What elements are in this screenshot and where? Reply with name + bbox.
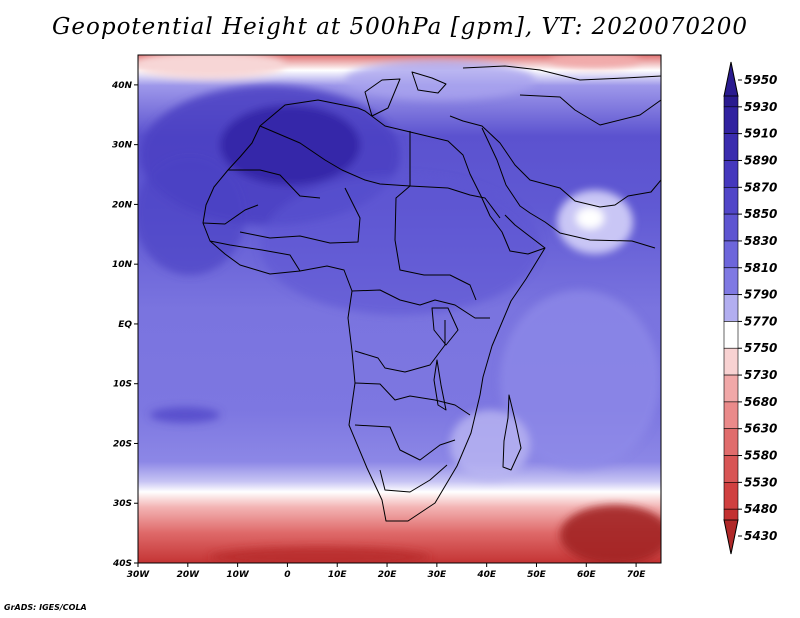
colorbar-level-label: 5580	[744, 449, 777, 463]
lat-tick-label: 40N	[111, 81, 133, 91]
lat-tick-label: 30S	[113, 499, 132, 509]
lat-tick-label: 20S	[113, 439, 132, 449]
colorbar-level-label: 5480	[744, 502, 777, 516]
colorbar-swatch	[723, 347, 739, 376]
height-field	[138, 55, 661, 563]
colorbar-level-label: 5810	[744, 261, 777, 275]
colorbar-swatch	[723, 374, 739, 403]
lon-tick-label: 70E	[627, 570, 647, 580]
latitude-axis: 40N 30N 20N 10N EQ 10S 20S 30S 40S	[111, 81, 138, 569]
colorbar-level-label: 5850	[744, 207, 777, 221]
colorbar-swatch	[723, 213, 739, 242]
colorbar-top-arrow	[723, 61, 739, 97]
lat-tick-label: 20N	[112, 200, 133, 210]
lat-tick-label: 10S	[113, 380, 132, 390]
lat-tick-label: EQ	[118, 320, 132, 330]
lat-tick-label: 40S	[112, 559, 132, 569]
colorbar-level-label: 5750	[744, 341, 777, 355]
colorbar-swatch	[723, 482, 739, 510]
colorbar-bottom-arrow	[723, 519, 739, 555]
lon-tick-label: 20E	[378, 570, 398, 580]
lon-tick-label: 50E	[527, 570, 547, 580]
lat-tick-label: 10N	[112, 260, 133, 270]
lon-tick-label: 20W	[177, 570, 201, 580]
lon-tick-label: 30W	[127, 570, 151, 580]
lon-tick-label: 30E	[428, 570, 448, 580]
colorbar-level-label: 5730	[744, 368, 777, 382]
colorbar-swatch	[723, 186, 739, 215]
lon-tick-label: 0	[284, 570, 290, 580]
colorbar-level-label: 5680	[744, 395, 777, 409]
colorbar-level-label: 5790	[744, 288, 777, 302]
colorbar-level-label: 5830	[744, 234, 777, 248]
colorbar-swatch	[723, 508, 739, 521]
colorbar-swatch	[723, 428, 739, 456]
colorbar: 5950 5930 5910 5890 5870 5850 5830 5810 5790 5770…	[723, 61, 777, 555]
colorbar-level-label: 5630	[744, 422, 777, 436]
colorbar-swatch	[723, 106, 739, 134]
colorbar-level-label: 5770	[744, 314, 777, 328]
lon-tick-label: 60E	[577, 570, 597, 580]
colorbar-swatch	[723, 133, 739, 161]
map-frame	[137, 54, 662, 564]
colorbar-swatch	[723, 455, 739, 483]
lon-tick-label: 10E	[328, 570, 348, 580]
colorbar-swatch	[723, 160, 739, 188]
lon-tick-label: 10W	[226, 570, 250, 580]
colorbar-level-label: 5870	[744, 180, 777, 194]
colorbar-level-label: 5930	[744, 100, 777, 114]
colorbar-level-label: 5910	[744, 127, 777, 141]
colorbar-swatch	[723, 95, 739, 108]
coastlines-and-borders	[202, 65, 661, 522]
colorbar-level-label: 5890	[744, 153, 777, 167]
map-title: Geopotential Height at 500hPa [gpm], VT:…	[52, 14, 748, 40]
lon-tick-label: 40E	[476, 570, 497, 580]
longitude-axis: 30W 20W 10W 0 10E 20E 30E 40E 50E 60E 70E	[127, 563, 647, 580]
colorbar-swatch	[723, 240, 739, 269]
colorbar-swatch	[723, 401, 739, 430]
colorbar-swatch	[723, 267, 739, 295]
colorbar-swatch	[723, 294, 739, 322]
colorbar-level-label: 5530	[744, 475, 777, 489]
colorbar-level-label: 5950	[744, 73, 777, 87]
colorbar-level-label: 5430	[744, 529, 777, 543]
colorbar-swatch	[723, 321, 739, 349]
grads-credit: GrADS: IGES/COLA	[4, 603, 87, 612]
lat-tick-label: 30N	[112, 141, 133, 151]
